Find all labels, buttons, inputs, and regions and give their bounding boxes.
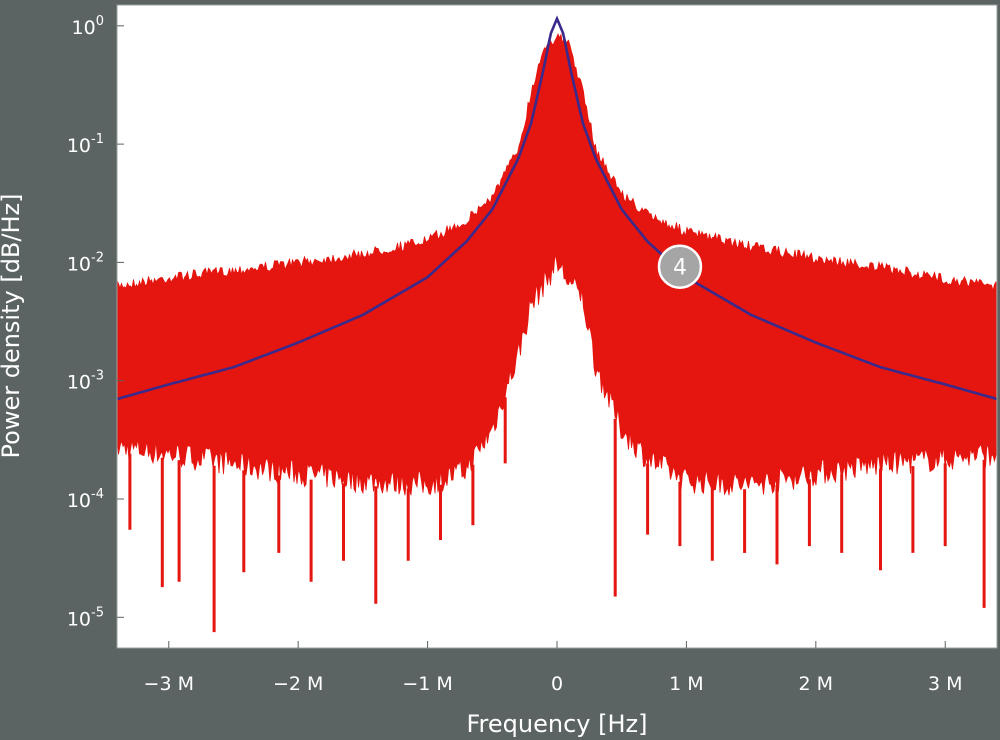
y-tick-label-1: 10-1 [67,132,104,157]
y-tick-label-0: 100 [72,14,104,39]
x-tick-label-4: 1 M [669,673,704,695]
annotation-badge-circle [657,244,703,289]
x-tick-label-3: 0 [551,673,563,695]
y-tick-label-3: 10-3 [67,369,104,394]
ticks-layer: −3 M −2 M −1 M 0 1 M 2 M 3 M 100 10-1 10-2 10-3 10-… [67,14,963,695]
y-axis-title: Power density [dB/Hz] [0,194,25,459]
annotation-badge-0: 4 [657,244,703,289]
annotation-badge-label: 4 [673,256,687,281]
plot-layer [117,15,997,633]
y-tick-label-4: 10-4 [67,487,104,512]
y-tick-label-2: 10-2 [67,250,104,275]
model-curve-series [117,15,997,401]
x-tick-label-0: −3 M [144,673,194,695]
x-tick-label-6: 3 M [928,673,963,695]
y-tick-label-5: 10-5 [67,605,104,630]
x-tick-label-2: −1 M [402,673,452,695]
annotation-layer: 4 [657,244,703,289]
x-axis-title: Frequency [Hz] [467,710,648,738]
x-tick-label-5: 2 M [799,673,834,695]
noise-spectrum-series [117,33,997,633]
x-tick-label-1: −2 M [273,673,323,695]
